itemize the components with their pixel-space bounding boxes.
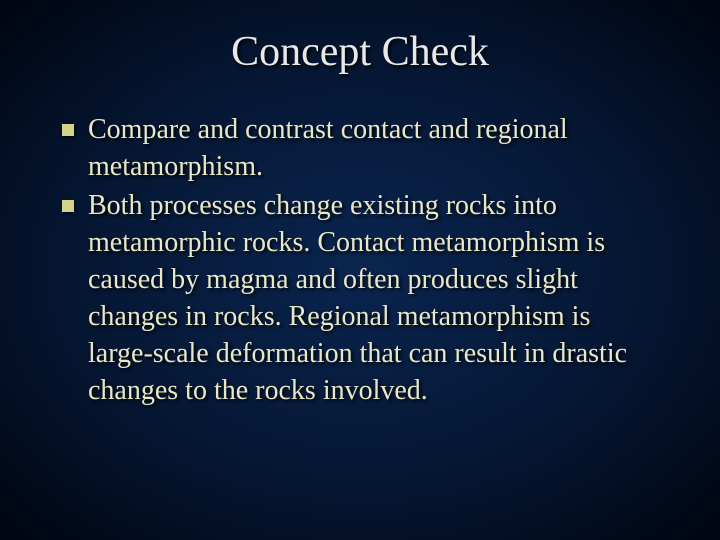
list-item: Compare and contrast contact and regiona…	[60, 112, 660, 186]
bullet-text: Compare and contrast contact and regiona…	[88, 114, 568, 182]
bullet-text: Both processes change existing rocks int…	[88, 190, 627, 406]
slide-title: Concept Check	[60, 28, 660, 76]
bullet-list: Compare and contrast contact and regiona…	[60, 112, 660, 410]
square-bullet-icon	[62, 124, 74, 136]
square-bullet-icon	[62, 200, 74, 212]
list-item: Both processes change existing rocks int…	[60, 188, 660, 410]
